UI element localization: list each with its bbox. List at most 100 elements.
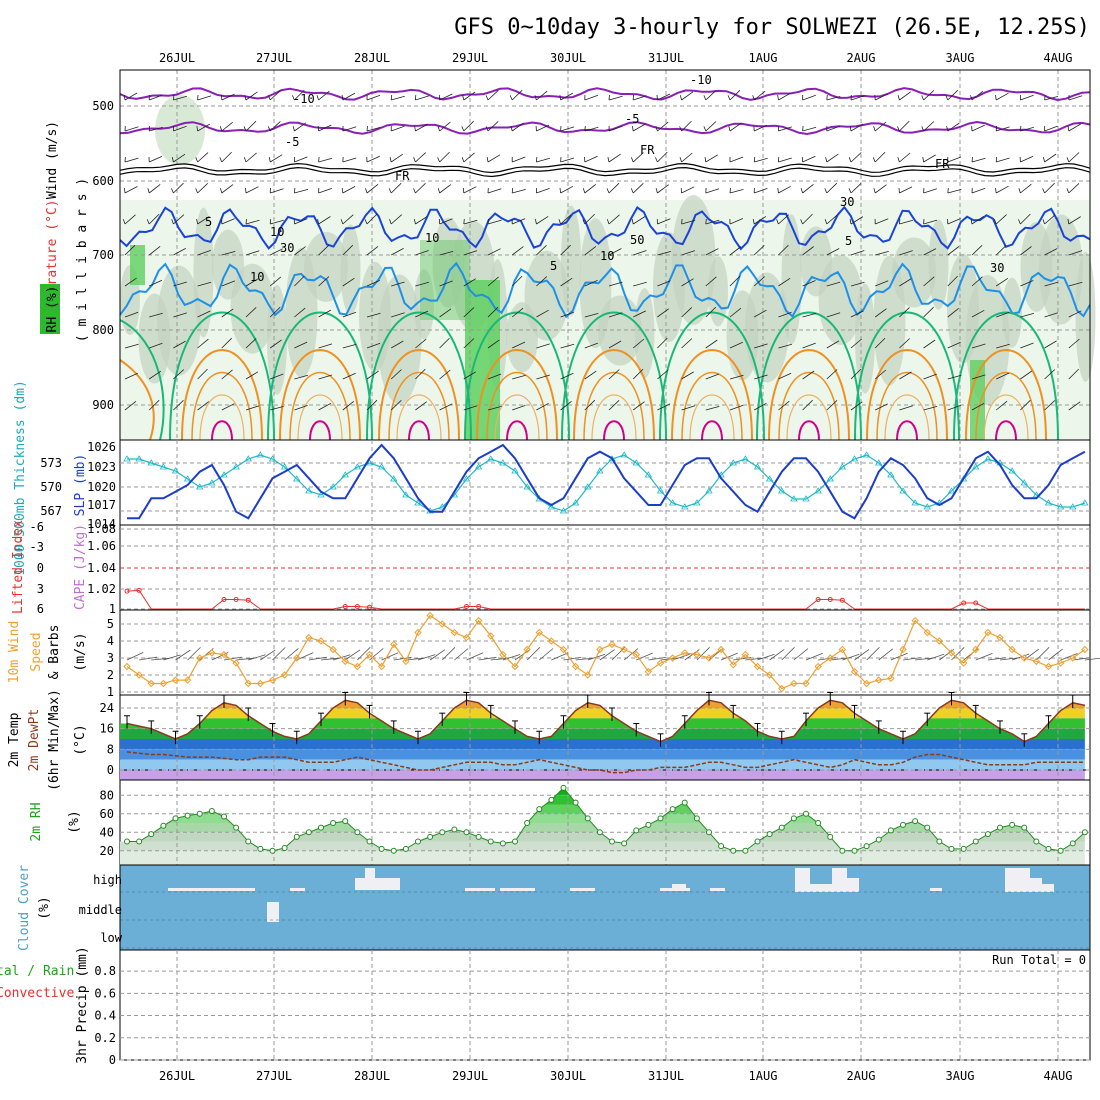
wind10-point [474, 616, 483, 625]
thickness-point [499, 459, 507, 466]
wind10-point [596, 645, 604, 654]
top-day-label: 29JUL [452, 51, 488, 65]
wind10-point [923, 628, 931, 637]
upper-barbs [122, 89, 1083, 411]
cloud-block [810, 884, 835, 892]
rh2m-point [172, 815, 179, 822]
rh2m-point [984, 831, 991, 838]
rh2m-point [936, 838, 943, 845]
thickness-point [547, 503, 556, 510]
wind10-point [850, 667, 859, 676]
cloud-block [375, 878, 400, 890]
rh2m-point [1069, 840, 1076, 847]
thickness-point [753, 463, 762, 470]
cloud-label: Cloud Cover [17, 865, 32, 951]
wind10-point [135, 671, 143, 679]
thickness-point [802, 495, 810, 502]
wind10-point [268, 676, 277, 684]
precip-tick: 0 [109, 1053, 116, 1067]
upper-contours [119, 87, 1091, 441]
li-point [839, 597, 845, 603]
thickness-point [959, 475, 968, 482]
contour-label: 5 [205, 215, 212, 229]
rh2m-markers [124, 784, 1088, 854]
thickness-tick: 570 [40, 480, 62, 494]
cloud-block [672, 884, 686, 891]
slp-tick: 1020 [87, 480, 116, 494]
rh2m-point [524, 820, 531, 826]
wind10-point [862, 679, 871, 688]
top-day-label: 2AUG [847, 51, 876, 65]
contour-label: FR [935, 157, 950, 171]
rh2m-point [609, 838, 615, 845]
cloud-block [500, 888, 535, 891]
thickness-point [862, 451, 871, 458]
cloud-blocks [120, 868, 1090, 949]
thickness-point [790, 495, 798, 502]
wind10-point [220, 650, 228, 659]
rh2m-point [415, 838, 421, 845]
rh2m-point [354, 829, 361, 836]
rh2m-point [669, 806, 676, 813]
rh2m-point [378, 845, 385, 852]
rh2m-point [281, 844, 288, 851]
contour-label: FR [640, 143, 655, 157]
rh2m-point [390, 847, 397, 854]
thickness-point [1020, 479, 1028, 486]
chart-title: GFS 0~10day 3-hourly for SOLWEZI (26.5E,… [454, 15, 1090, 40]
wind10-point [353, 662, 362, 671]
precip-label-c: 3hr Precip (mm) [75, 946, 90, 1063]
precip-label-a: tal / Rain [0, 964, 74, 979]
wind10-panel: 5 4 3 2 1 10m Wind Speed & Barbs (m/s) [7, 609, 1100, 699]
wind10-point [911, 616, 919, 625]
wind10-point [875, 676, 883, 684]
thickness-point [147, 459, 155, 466]
wind10-tick: 4 [107, 634, 114, 648]
wind10-point [899, 645, 907, 654]
rh2m-point [269, 847, 276, 854]
top-day-label: 1AUG [749, 51, 778, 65]
rh2m-point [803, 810, 809, 817]
thickness-point [123, 455, 131, 462]
li-point [342, 604, 348, 609]
cloud-block [365, 868, 375, 890]
thickness-point [923, 503, 931, 510]
cloud-block [795, 868, 810, 892]
thickness-point [1081, 499, 1089, 506]
contour-label: 30 [840, 195, 854, 209]
temp-tick: 8 [107, 742, 114, 756]
rh2m-point [305, 829, 312, 836]
cape-label-right: CAPE (J/kg) [73, 524, 88, 610]
upper-label-rh: RH (%) [45, 286, 60, 333]
cloud-block [465, 888, 495, 891]
contour-label: -10 [690, 73, 712, 87]
thickness-point [208, 479, 216, 486]
thickness-point [390, 475, 398, 482]
wind10-point [523, 645, 531, 654]
wind10-point [717, 645, 725, 654]
wind10-point [341, 657, 349, 666]
wind10-point [826, 654, 834, 662]
temp-label-c: (6hr Min/Max) [47, 689, 62, 791]
bottom-day-label: 4AUG [1044, 1069, 1073, 1083]
cape-tick: 1 [109, 602, 116, 616]
contour-label: 10 [600, 249, 614, 263]
wind10-point [123, 662, 131, 671]
wind10-point [535, 628, 543, 637]
wind10-point [814, 662, 822, 671]
rh2m-point [827, 833, 834, 840]
thickness-point [656, 487, 665, 494]
wind10-point [620, 645, 628, 654]
thickness-point [196, 483, 204, 490]
rh2m-tick: 80 [100, 788, 114, 802]
bottom-day-labels: 26JUL 27JUL 28JUL 29JUL 30JUL 31JUL 1AUG 2AUG 3A… [159, 1069, 1073, 1083]
thickness-point [293, 475, 301, 482]
li-point [827, 597, 833, 602]
top-day-label: 31JUL [648, 51, 684, 65]
bottom-day-label: 3AUG [946, 1069, 975, 1083]
top-day-label: 3AUG [946, 51, 975, 65]
wind10-point [1032, 657, 1041, 666]
contour-label: -10 [293, 92, 315, 106]
rh2m-point [293, 833, 300, 840]
wind10-point [1056, 659, 1065, 667]
